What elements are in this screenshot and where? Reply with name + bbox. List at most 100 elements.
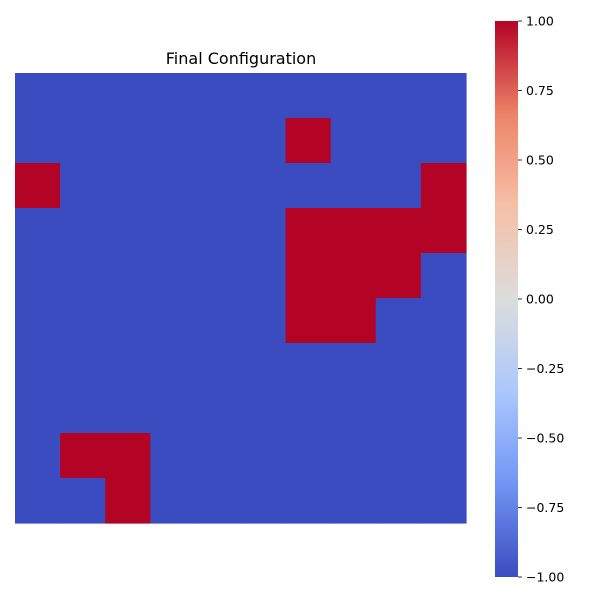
heatmap-cell xyxy=(15,298,61,344)
heatmap-cell xyxy=(15,478,61,524)
colorbar-tick-label: 0.00 xyxy=(526,292,554,307)
heatmap-cell xyxy=(195,478,242,524)
heatmap-cell xyxy=(195,163,242,209)
heatmap-cell xyxy=(105,388,151,434)
colorbar-tick-label: 0.75 xyxy=(526,83,554,98)
colorbar-tick-label: −1.00 xyxy=(526,570,564,585)
heatmap-cell xyxy=(330,433,377,479)
heatmap-cell xyxy=(60,388,106,434)
heatmap-cell xyxy=(420,433,467,479)
heatmap-cell xyxy=(105,73,151,119)
heatmap-cell xyxy=(195,433,242,479)
heatmap-cell xyxy=(60,433,106,479)
heatmap-cell xyxy=(195,343,242,389)
heatmap-cell xyxy=(420,73,467,119)
heatmap-cell xyxy=(240,208,287,254)
heatmap-cell xyxy=(375,433,422,479)
heatmap-cell xyxy=(285,388,332,434)
heatmap-cell xyxy=(285,118,332,164)
colorbar-axis: 1.00 0.75 0.50 0.25 0.00 −0.25 −0.50 −0.75 −1.00 xyxy=(518,14,564,585)
heatmap-cell xyxy=(195,253,242,299)
heatmap-cell xyxy=(330,478,377,524)
heatmap-cell xyxy=(60,253,106,299)
heatmap-cell xyxy=(240,163,287,209)
colorbar xyxy=(495,21,518,577)
heatmap-cell xyxy=(195,208,242,254)
heatmap-cell xyxy=(240,388,287,434)
heatmap-cell xyxy=(105,208,151,254)
heatmap-cell xyxy=(60,73,106,119)
heatmap-cell xyxy=(375,163,422,209)
heatmap-cell xyxy=(60,163,106,209)
heatmap-cell xyxy=(330,343,377,389)
heatmap-cell xyxy=(150,478,196,524)
heatmap-cell xyxy=(150,343,196,389)
heatmap-grid xyxy=(15,73,467,524)
heatmap-cell xyxy=(285,163,332,209)
heatmap-cell xyxy=(375,388,422,434)
heatmap-cell xyxy=(240,253,287,299)
heatmap-cell xyxy=(15,343,61,389)
heatmap-cell xyxy=(240,343,287,389)
heatmap-cell xyxy=(195,298,242,344)
colorbar-tick-label: −0.75 xyxy=(526,500,564,515)
heatmap-cell xyxy=(375,343,422,389)
colorbar-tick-label: 0.25 xyxy=(526,222,554,237)
heatmap-cell xyxy=(240,118,287,164)
heatmap-cell xyxy=(285,253,332,299)
heatmap-cell xyxy=(375,478,422,524)
heatmap-cell xyxy=(15,433,61,479)
heatmap-cell xyxy=(420,208,467,254)
heatmap-cell xyxy=(420,298,467,344)
heatmap-cell xyxy=(240,298,287,344)
heatmap-cell xyxy=(195,118,242,164)
heatmap-cell xyxy=(240,478,287,524)
heatmap-cell xyxy=(60,208,106,254)
heatmap-cell xyxy=(150,73,196,119)
heatmap-cell xyxy=(150,163,196,209)
heatmap-cell xyxy=(15,163,61,209)
heatmap-cell xyxy=(15,208,61,254)
heatmap-cell xyxy=(105,298,151,344)
heatmap-cell xyxy=(195,73,242,119)
colorbar-tick-label: 0.50 xyxy=(526,153,554,168)
heatmap-cell xyxy=(105,253,151,299)
heatmap-cell xyxy=(105,118,151,164)
heatmap-cell xyxy=(285,73,332,119)
heatmap-cell xyxy=(330,73,377,119)
heatmap-cell xyxy=(420,163,467,209)
heatmap-cell xyxy=(375,298,422,344)
heatmap-cell xyxy=(285,208,332,254)
heatmap-cell xyxy=(150,253,196,299)
colorbar-tick-label: 1.00 xyxy=(526,14,554,29)
heatmap-cell xyxy=(15,253,61,299)
heatmap-cell xyxy=(330,163,377,209)
heatmap-cell xyxy=(150,433,196,479)
heatmap-cell xyxy=(105,343,151,389)
heatmap-cell xyxy=(420,388,467,434)
heatmap-cell xyxy=(105,433,151,479)
heatmap-cell xyxy=(15,118,61,164)
heatmap-cell xyxy=(420,343,467,389)
heatmap-cell xyxy=(150,118,196,164)
heatmap-cell xyxy=(150,208,196,254)
heatmap-cell xyxy=(150,388,196,434)
heatmap-cell xyxy=(285,433,332,479)
heatmap-cell xyxy=(330,253,377,299)
heatmap-cell xyxy=(330,118,377,164)
heatmap-cell xyxy=(285,298,332,344)
heatmap-cell xyxy=(375,118,422,164)
heatmap-cell xyxy=(60,298,106,344)
colorbar-tick-label: −0.25 xyxy=(526,361,564,376)
heatmap-cell xyxy=(285,343,332,389)
heatmap-cell xyxy=(15,388,61,434)
heatmap-cell xyxy=(420,118,467,164)
heatmap-cell xyxy=(375,253,422,299)
heatmap-cell xyxy=(330,208,377,254)
heatmap-cell xyxy=(375,73,422,119)
heatmap-cell xyxy=(330,388,377,434)
heatmap-cell xyxy=(60,343,106,389)
heatmap-cell xyxy=(240,73,287,119)
heatmap-cell xyxy=(105,478,151,524)
